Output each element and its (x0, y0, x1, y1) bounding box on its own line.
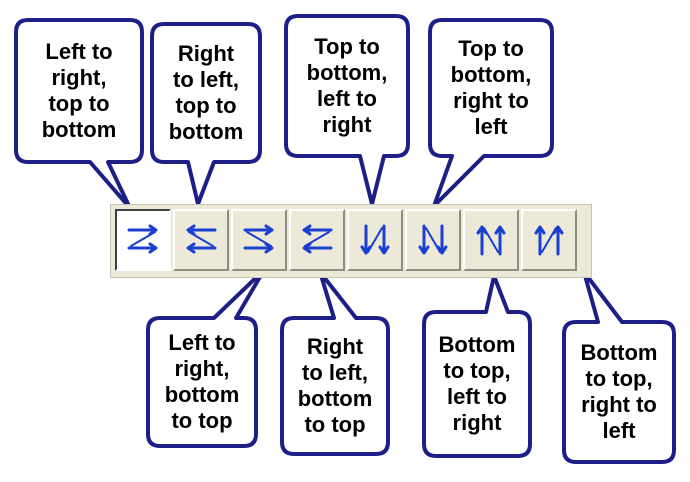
callout-bubble-7 (422, 274, 532, 458)
left-to-right-bottom-to-top-icon (243, 224, 274, 254)
bottom-to-top-left-to-right-icon (476, 225, 506, 256)
right-to-left-top-to-bottom-icon (186, 224, 217, 254)
callout-bubble-8 (562, 270, 676, 464)
top-to-bottom-right-to-left-button[interactable] (405, 209, 461, 271)
bottom-to-top-left-to-right-button[interactable] (463, 209, 519, 271)
left-to-right-bottom-to-top-button[interactable] (231, 209, 287, 271)
bottom-to-top-right-to-left-icon (534, 225, 564, 256)
left-to-right-top-to-bottom-button[interactable] (115, 209, 171, 271)
callout-bubble-5 (284, 14, 410, 206)
callout-bubble-2 (150, 22, 262, 206)
callout-bubble-3 (146, 268, 266, 448)
right-to-left-bottom-to-top-icon (302, 224, 333, 254)
direction-toolbar (110, 204, 592, 278)
callout-bubble-4 (280, 270, 390, 456)
top-to-bottom-left-to-right-icon (360, 224, 390, 255)
callout-bubble-6 (428, 18, 554, 208)
bottom-to-top-right-to-left-button[interactable] (521, 209, 577, 271)
top-to-bottom-left-to-right-button[interactable] (347, 209, 403, 271)
callout-bubble-1 (14, 18, 144, 210)
left-to-right-top-to-bottom-icon (127, 224, 158, 254)
top-to-bottom-right-to-left-icon (418, 224, 448, 255)
right-to-left-bottom-to-top-button[interactable] (289, 209, 345, 271)
right-to-left-top-to-bottom-button[interactable] (173, 209, 229, 271)
